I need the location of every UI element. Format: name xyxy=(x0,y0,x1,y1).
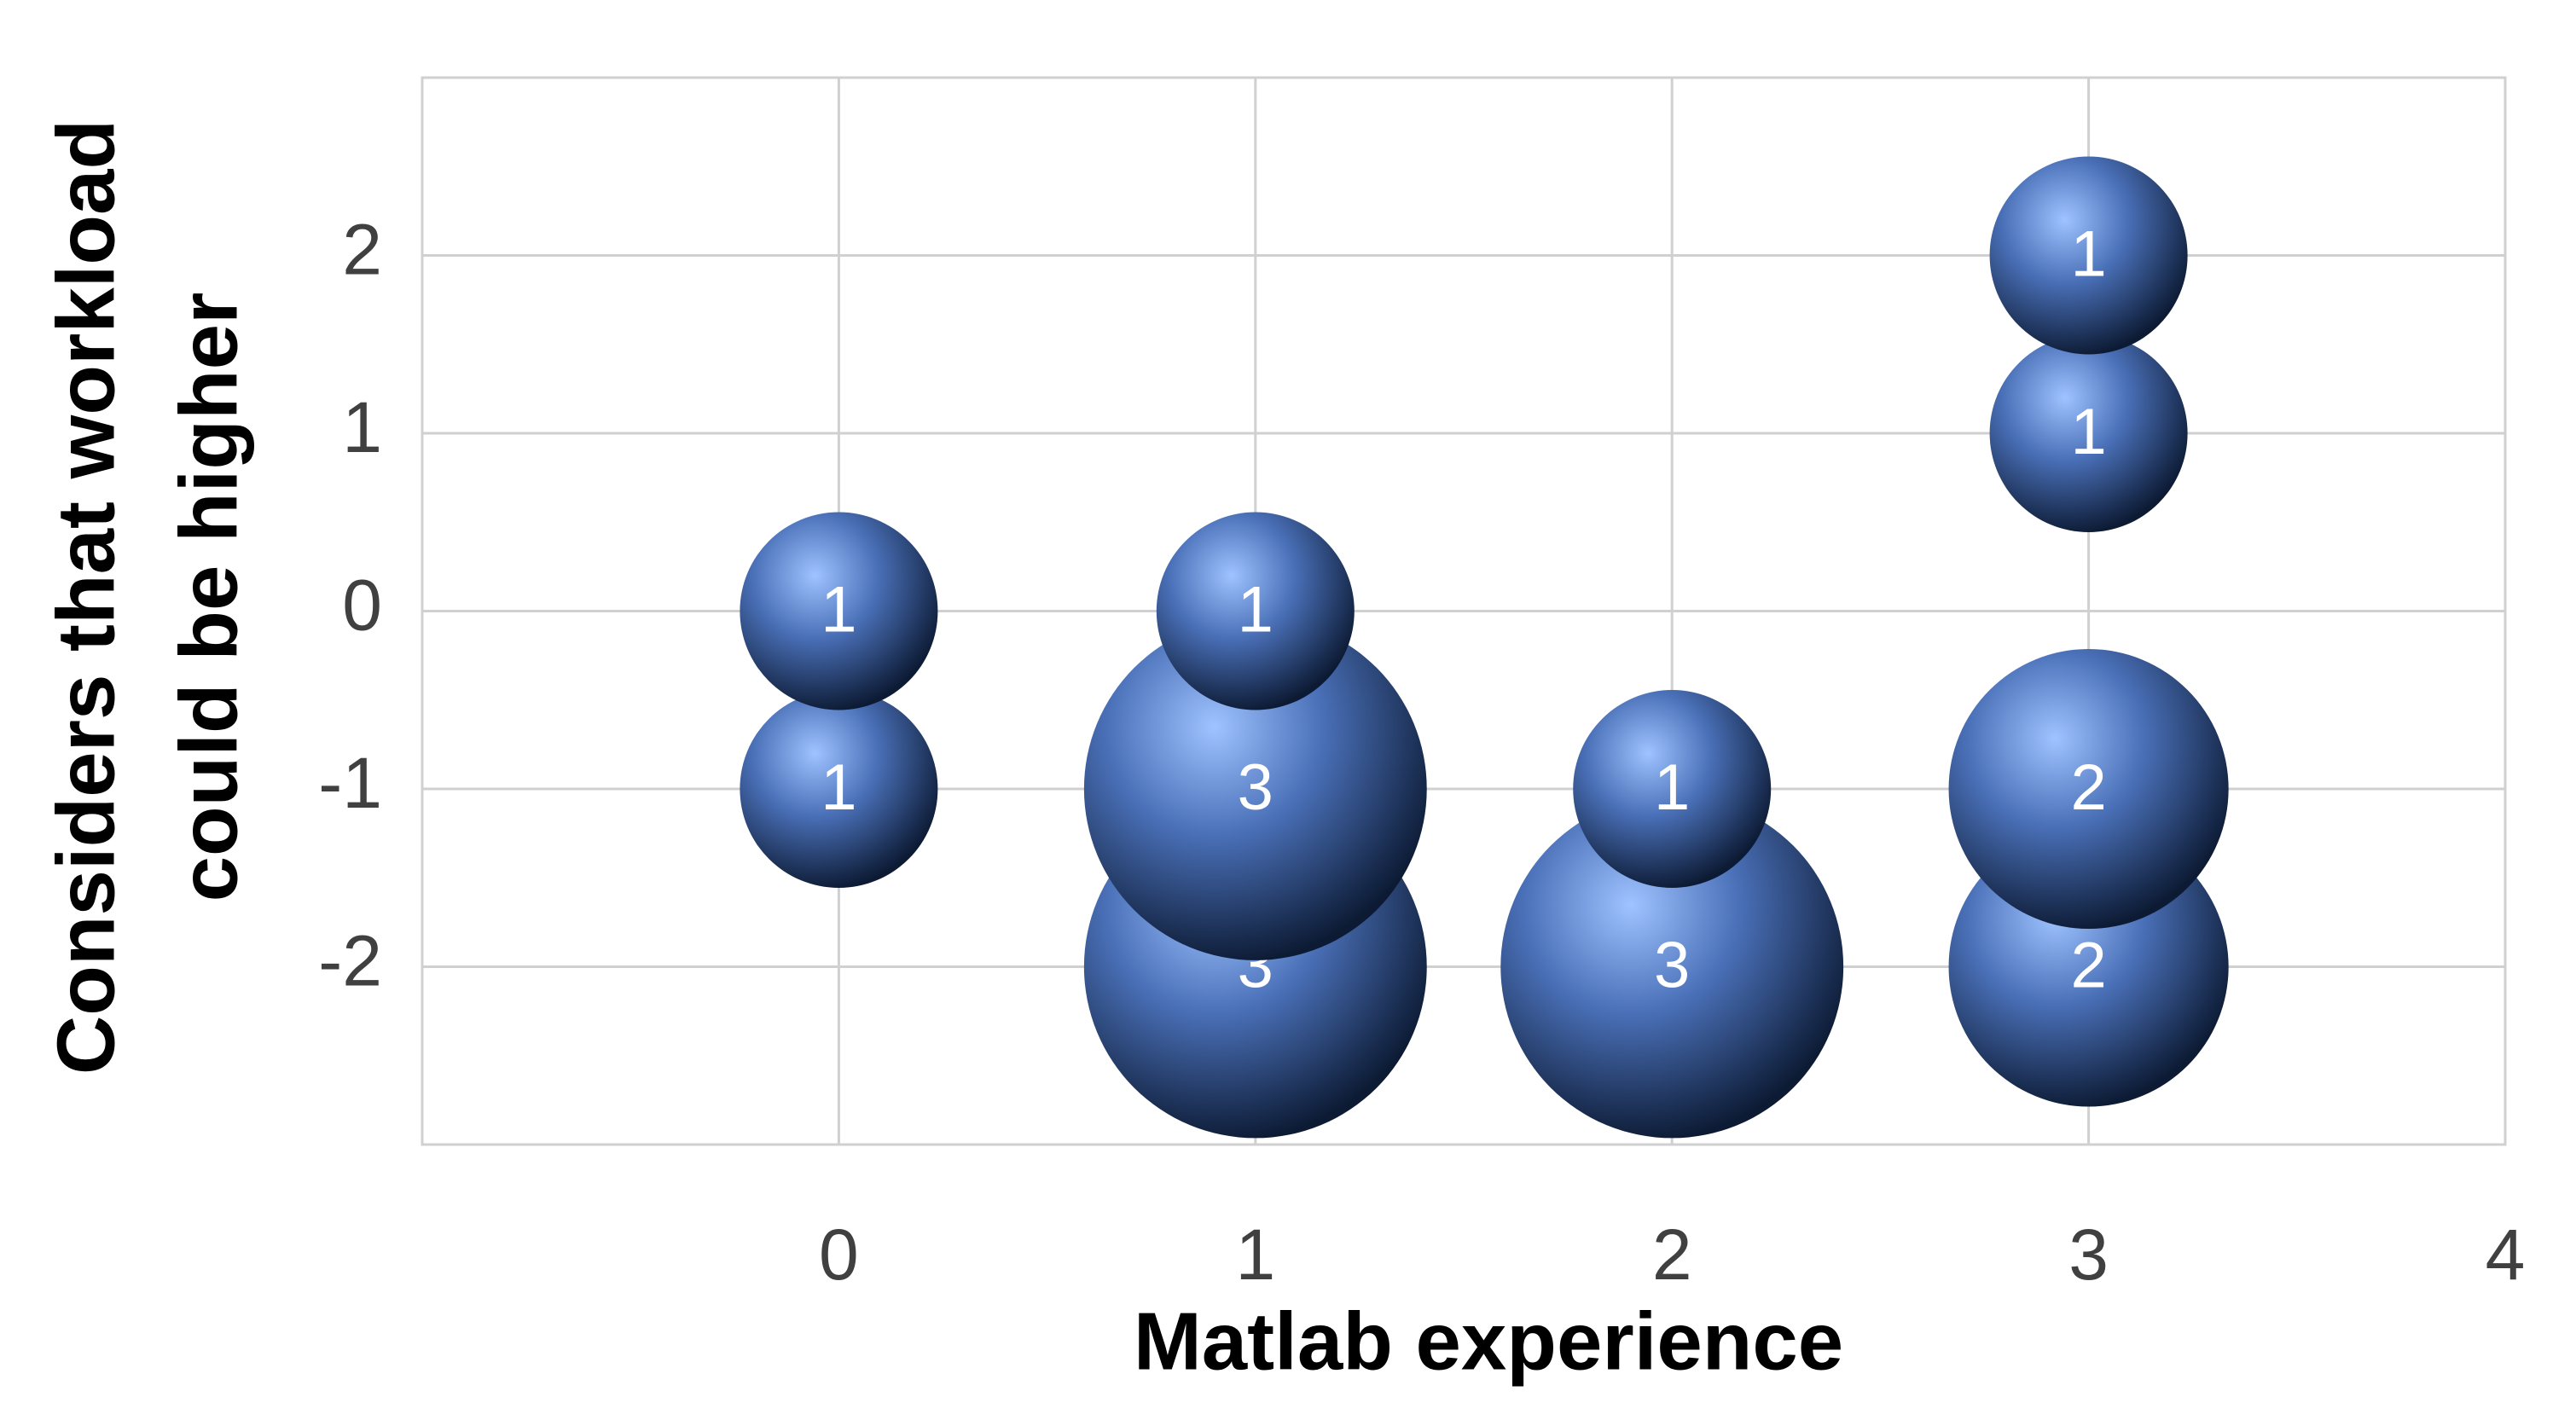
x-axis-title: Matlab experience xyxy=(1134,1296,1843,1387)
x-tick-label: 0 xyxy=(819,1214,859,1295)
y-tick-label: -1 xyxy=(318,743,382,823)
y-tick-label: 0 xyxy=(342,565,382,646)
y-tick-label: 2 xyxy=(342,210,382,290)
bubble xyxy=(1989,334,2188,532)
bubble xyxy=(740,690,938,888)
y-tick-label: 1 xyxy=(342,387,382,467)
bubble xyxy=(1948,648,2229,930)
data-label: 3 xyxy=(1238,751,1273,824)
data-label: 1 xyxy=(821,751,856,824)
data-label: 1 xyxy=(2070,396,2106,468)
data-label: 2 xyxy=(2070,930,2106,1002)
x-tick-label: 4 xyxy=(2486,1214,2526,1295)
data-label: 2 xyxy=(2070,751,2106,824)
x-tick-label: 1 xyxy=(1235,1214,1275,1295)
data-label: 1 xyxy=(821,574,856,646)
y-axis-title-line: Considers that workload xyxy=(40,119,131,1075)
data-label: 1 xyxy=(1238,574,1273,646)
y-axis-title: Considers that workload could be higher xyxy=(40,119,254,1075)
bubble xyxy=(740,512,938,710)
bubble xyxy=(1573,690,1772,888)
x-tick-label: 2 xyxy=(1652,1214,1692,1295)
data-label: 1 xyxy=(2070,218,2106,291)
x-tick-label: 3 xyxy=(2068,1214,2109,1295)
bubble xyxy=(1500,795,1844,1139)
data-label: 3 xyxy=(1654,930,1690,1002)
bubble xyxy=(1156,512,1355,710)
y-tick-label: -2 xyxy=(318,921,382,1001)
bubble xyxy=(1083,617,1427,960)
bubble xyxy=(1989,156,2188,355)
y-axis-title-line: could be higher xyxy=(163,293,254,902)
data-label: 1 xyxy=(1654,751,1690,824)
